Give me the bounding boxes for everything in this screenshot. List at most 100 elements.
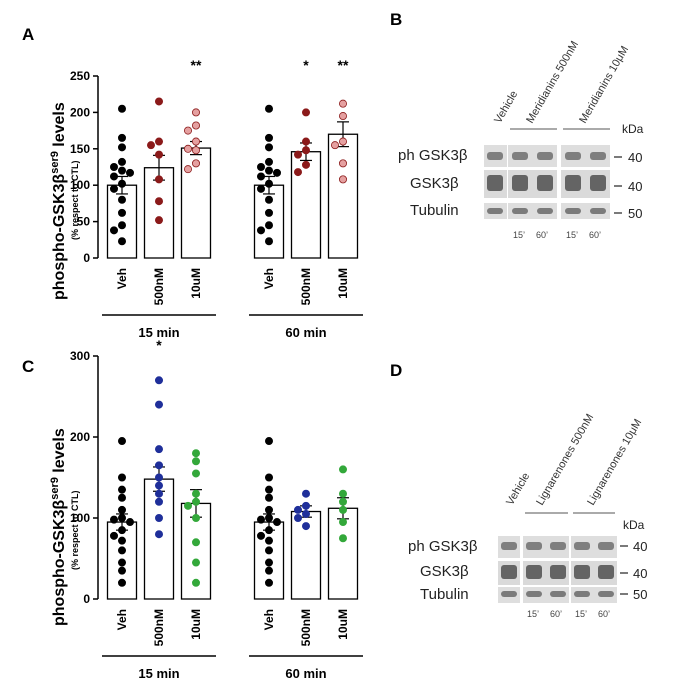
data-point-c-1-0 <box>264 536 273 545</box>
blot-band <box>526 591 542 597</box>
category-label-c-0-2: 10uM <box>189 609 203 640</box>
data-point-a-0-2 <box>183 144 192 153</box>
blot-band <box>565 152 581 160</box>
category-label-c-0-0: Veh <box>115 609 129 630</box>
data-point-a-1-0 <box>272 168 281 177</box>
data-point-a-0-1 <box>154 175 163 184</box>
blot-b-row-ph-gsk3b: ph GSK3β <box>398 147 468 164</box>
data-point-c-0-2 <box>191 457 200 466</box>
blot-d-row-gsk3b: GSK3β <box>420 563 469 580</box>
data-point-a-1-0 <box>256 184 265 193</box>
blot-band <box>501 565 517 579</box>
data-point-a-0-1 <box>154 197 163 206</box>
category-label-c-1-1: 500nM <box>299 609 313 646</box>
data-point-a-0-2 <box>191 121 200 130</box>
blot-band <box>598 565 614 579</box>
data-point-c-1-2 <box>338 518 347 527</box>
data-point-a-0-0 <box>118 104 127 113</box>
data-point-c-0-0 <box>118 578 127 587</box>
data-point-a-0-0 <box>118 237 127 246</box>
data-point-a-0-0 <box>118 195 127 204</box>
panel-letter-a: A <box>22 25 34 44</box>
significance-c-0-1: * <box>156 337 162 353</box>
category-label-a-0-0: Veh <box>115 268 129 289</box>
y-tick-label-a: 250 <box>70 69 90 83</box>
data-point-c-0-0 <box>110 531 119 540</box>
y-axis-subtitle-c: (% respect to CTL) <box>70 490 80 570</box>
blot-band <box>574 565 590 579</box>
group-label-c-0: 15 min <box>138 666 179 681</box>
y-axis-title-c-main: phospho-GSK3β <box>51 500 68 626</box>
y-tick-label-c: 300 <box>70 349 90 363</box>
data-point-c-1-1 <box>301 509 310 518</box>
data-point-c-0-1 <box>154 514 163 523</box>
blot-d-strip-500-ph <box>523 536 569 558</box>
y-tick-label-c: 100 <box>70 511 90 525</box>
data-point-c-1-0 <box>272 518 281 527</box>
blot-band <box>487 152 503 160</box>
data-point-a-0-0 <box>118 133 127 142</box>
chart-c: 0 100 200 300 Veh * 500nM 10uM 15 min Veh 500nM 10u… <box>70 337 363 681</box>
blot-band <box>550 565 566 579</box>
data-point-c-0-0 <box>118 493 127 502</box>
data-point-c-1-0 <box>264 514 273 523</box>
data-point-a-0-2 <box>183 126 192 135</box>
blot-band <box>565 175 581 191</box>
data-point-a-1-0 <box>256 172 265 181</box>
data-point-a-1-0 <box>264 221 273 230</box>
blot-band <box>550 591 566 597</box>
data-point-c-0-2 <box>191 578 200 587</box>
blot-band <box>501 591 517 597</box>
blot-band <box>574 591 590 597</box>
data-point-a-0-0 <box>110 184 119 193</box>
data-point-c-0-2 <box>183 501 192 510</box>
data-point-a-0-0 <box>118 179 127 188</box>
data-point-a-1-2 <box>338 99 347 108</box>
data-point-a-0-0 <box>110 226 119 235</box>
data-point-c-1-1 <box>301 489 310 498</box>
data-point-c-1-2 <box>338 497 347 506</box>
data-point-c-0-0 <box>118 485 127 494</box>
data-point-c-0-1 <box>154 530 163 539</box>
data-point-c-0-1 <box>154 497 163 506</box>
blot-band <box>487 175 503 191</box>
bar-a-1-2 <box>327 133 359 259</box>
chart-a: 0 50 100 150 200 250 Veh 500nM ** 10uM 15 min Veh * 5… <box>70 57 363 340</box>
data-point-a-1-1 <box>301 160 310 169</box>
y-axis-title-c: phospho-GSK3βser9 levels <box>49 428 68 626</box>
blot-b-mw-2: 40 <box>628 179 642 194</box>
data-point-a-0-1 <box>146 141 155 150</box>
data-point-a-1-0 <box>264 195 273 204</box>
data-point-a-1-1 <box>293 168 302 177</box>
data-point-c-0-1 <box>154 481 163 490</box>
data-point-c-1-1 <box>301 501 310 510</box>
blot-d-kda: kDa <box>623 518 645 532</box>
data-point-c-0-2 <box>191 449 200 458</box>
blot-b-strip-10-ph <box>561 145 610 167</box>
data-point-a-0-1 <box>154 216 163 225</box>
data-point-a-0-2 <box>183 165 192 174</box>
data-point-a-0-1 <box>154 150 163 159</box>
y-tick-label-a: 150 <box>70 142 90 156</box>
data-point-a-0-0 <box>118 143 127 152</box>
blot-band <box>537 152 553 160</box>
data-point-c-0-0 <box>118 546 127 555</box>
data-point-c-1-0 <box>264 493 273 502</box>
data-point-a-0-2 <box>191 159 200 168</box>
data-point-c-0-1 <box>154 473 163 482</box>
data-point-a-1-0 <box>264 143 273 152</box>
blot-b-bands <box>487 152 606 214</box>
y-axis-title-a: phospho-GSK3βser9 levels <box>49 102 68 300</box>
y-axis-subtitle-a: (% respect to CTL) <box>70 160 80 240</box>
blot-d-lane-500nm: Lignarenones 500nM <box>534 412 596 508</box>
data-point-c-1-1 <box>293 514 302 523</box>
data-point-a-1-2 <box>338 159 347 168</box>
blot-b-row-tubulin: Tubulin <box>410 202 459 219</box>
significance-a-1-1: * <box>303 57 309 73</box>
data-point-c-1-0 <box>264 505 273 514</box>
blot-d-lane-10um: Lignarenones 10μM <box>585 417 644 507</box>
data-point-a-1-0 <box>264 166 273 175</box>
data-point-c-1-0 <box>264 485 273 494</box>
data-point-a-0-1 <box>154 97 163 106</box>
y-tick-label-a: 0 <box>83 251 90 265</box>
